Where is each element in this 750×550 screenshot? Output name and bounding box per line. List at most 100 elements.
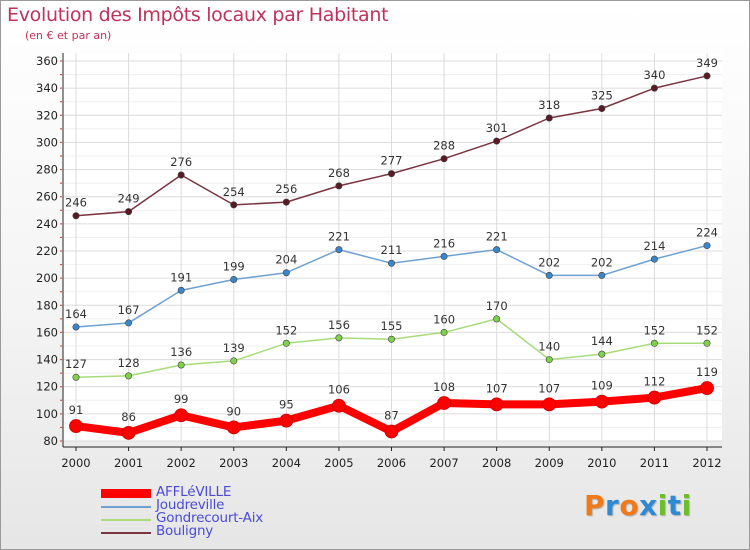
data-label: 140 [538, 340, 560, 354]
data-label: 119 [696, 365, 718, 379]
logo-letter: t [667, 489, 682, 522]
legend-swatch [101, 519, 151, 521]
data-label: 268 [328, 166, 350, 180]
data-point [493, 137, 501, 145]
data-label: 318 [538, 98, 560, 112]
data-label: 221 [486, 230, 508, 244]
data-label: 224 [696, 226, 718, 240]
data-point [282, 198, 290, 206]
data-point [125, 319, 133, 327]
data-label: 139 [223, 341, 245, 355]
data-label: 204 [275, 253, 297, 267]
y-tick-label: 360 [36, 54, 58, 68]
data-point [230, 275, 238, 283]
data-point [598, 105, 606, 113]
x-tick-label: 2011 [640, 456, 669, 470]
y-tick-label: 300 [36, 135, 58, 149]
legend-swatch [101, 506, 151, 508]
data-point [125, 372, 133, 380]
y-tick-label: 160 [36, 325, 58, 339]
data-label: 112 [643, 375, 665, 389]
data-label: 127 [65, 357, 87, 371]
data-point [387, 170, 395, 178]
data-label: 301 [486, 121, 508, 135]
chart-subtitle: (en € et par an) [25, 29, 112, 42]
legend-swatch [101, 489, 151, 498]
data-point [594, 394, 609, 409]
data-label: 254 [223, 185, 245, 199]
plot-background [63, 53, 722, 441]
data-label: 340 [643, 68, 665, 82]
y-tick-label: 100 [36, 407, 58, 421]
data-point [332, 398, 346, 413]
data-point [545, 356, 553, 364]
data-label: 91 [69, 403, 84, 417]
data-point [542, 397, 557, 412]
data-point [647, 390, 662, 405]
y-tick-label: 340 [36, 81, 58, 95]
data-label: 107 [486, 381, 508, 395]
data-label: 325 [591, 89, 613, 103]
data-point [72, 212, 80, 220]
data-label: 107 [538, 381, 560, 395]
data-label: 144 [591, 334, 613, 348]
logo-letter: i [681, 489, 692, 522]
data-label: 106 [328, 383, 350, 397]
data-label: 216 [433, 236, 455, 250]
data-point [69, 419, 83, 433]
data-point [650, 339, 658, 347]
x-tick-label: 2002 [167, 456, 196, 470]
data-point [72, 373, 80, 381]
data-label: 152 [643, 323, 665, 337]
data-point [440, 252, 448, 260]
data-point [335, 246, 343, 254]
data-point [703, 72, 711, 80]
legend-label: Joudreville [156, 497, 225, 513]
data-label: 276 [170, 155, 192, 169]
data-point [493, 315, 501, 323]
data-point [335, 182, 343, 190]
data-point [650, 255, 658, 263]
data-label: 152 [696, 323, 718, 337]
x-tick-label: 2000 [61, 456, 90, 470]
data-label: 202 [538, 255, 560, 269]
data-label: 170 [486, 299, 508, 313]
data-label: 256 [275, 182, 297, 196]
data-point [335, 334, 343, 342]
x-tick-label: 2008 [482, 456, 511, 470]
data-point [440, 328, 448, 336]
data-label: 288 [433, 139, 455, 153]
y-tick-label: 320 [36, 108, 58, 122]
data-label: 87 [384, 409, 399, 423]
x-tick-label: 2003 [219, 456, 248, 470]
data-label: 349 [696, 56, 718, 70]
data-point [282, 339, 290, 347]
legend-label: Bouligny [156, 523, 214, 539]
data-label: 199 [223, 260, 245, 274]
y-tick-label: 120 [36, 380, 58, 394]
data-point [177, 286, 185, 294]
data-label: 128 [118, 356, 140, 370]
data-point [384, 424, 399, 439]
data-point [545, 114, 553, 122]
data-label: 191 [170, 270, 192, 284]
data-point [437, 396, 451, 410]
x-tick-label: 2005 [324, 456, 353, 470]
logo-letter: x [639, 489, 658, 522]
y-tick-label: 140 [36, 353, 58, 367]
data-point [700, 381, 714, 395]
y-tick-label: 200 [36, 271, 58, 285]
data-label: 156 [328, 318, 350, 332]
data-label: 221 [328, 230, 350, 244]
logo-letter: r [605, 489, 620, 522]
x-tick-label: 2010 [587, 456, 616, 470]
data-label: 95 [279, 398, 294, 412]
data-label: 155 [381, 319, 403, 333]
x-tick-label: 2006 [377, 456, 406, 470]
data-point [230, 357, 238, 365]
y-tick-label: 220 [36, 244, 58, 258]
data-label: 167 [118, 303, 140, 317]
data-label: 86 [121, 410, 136, 424]
x-tick-label: 2001 [114, 456, 143, 470]
y-tick-label: 260 [36, 190, 58, 204]
